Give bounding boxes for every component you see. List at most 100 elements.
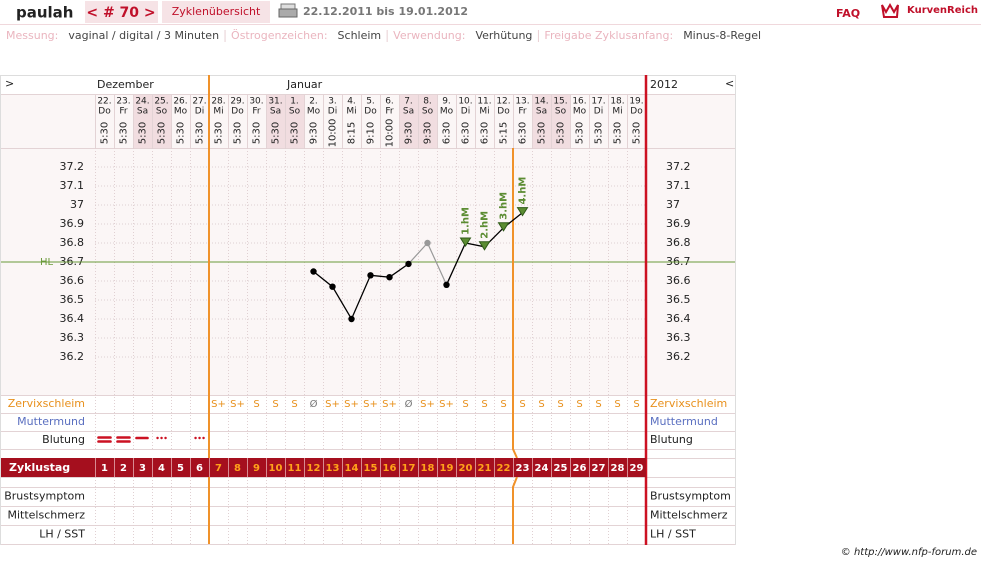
year: 2012 <box>650 78 678 91</box>
y2-tick-label: 37 <box>666 198 680 211</box>
weekday: Fr <box>518 107 527 117</box>
nav-right[interactable]: < <box>725 77 734 90</box>
row-label: Muttermund <box>17 415 85 428</box>
time: 5:30 <box>157 122 168 144</box>
row-label: Zyklustag <box>9 461 70 474</box>
cycle-day: 18 <box>421 463 435 474</box>
time: 6:30 <box>518 122 529 144</box>
info-value: Minus-8-Regel <box>683 29 761 42</box>
printer-icon-body[interactable] <box>278 8 298 18</box>
row-label-right: LH / SST <box>650 528 696 541</box>
cycle-day: 26 <box>573 463 587 474</box>
cycle-day: 8 <box>234 463 241 474</box>
mucus-symbol: S <box>500 399 506 410</box>
weekday: Sa <box>403 107 414 117</box>
date: 29. <box>230 97 244 107</box>
date: 27. <box>192 97 206 107</box>
mucus-symbol: S+ <box>344 399 359 410</box>
y-tick-label: 36.3 <box>60 331 85 344</box>
row-label-right: Blutung <box>650 433 693 446</box>
date: 28. <box>211 97 225 107</box>
footer: © http://www.nfp-forum.de <box>841 547 977 558</box>
weekday: So <box>289 107 301 117</box>
cycle-day: 28 <box>611 463 625 474</box>
cycle-day: 15 <box>364 463 378 474</box>
weekday: So <box>422 107 434 117</box>
date: 31. <box>268 97 282 107</box>
time: 5:30 <box>537 122 548 144</box>
y-tick-label: 36.8 <box>60 236 85 249</box>
overview-bg[interactable] <box>162 1 270 23</box>
weekday: Mo <box>573 107 587 117</box>
hm-marker <box>478 241 491 251</box>
row-label-right: Muttermund <box>650 415 718 428</box>
weekday: Fr <box>119 107 128 117</box>
row-label: Mittelschmerz <box>7 509 85 522</box>
y-tick-label: 36.2 <box>60 350 85 363</box>
cycle-day: 23 <box>516 463 530 474</box>
weekday: Do <box>98 107 111 117</box>
time: 6:30 <box>461 122 472 144</box>
time: 5:30 <box>119 122 130 144</box>
date: 15. <box>553 97 567 107</box>
mucus-symbol: S+ <box>325 399 340 410</box>
info-label: Östrogenzeichen: <box>231 29 328 42</box>
mucus-symbol: S <box>614 399 620 410</box>
mucus-symbol: S <box>538 399 544 410</box>
cycle-day: 10 <box>269 463 283 474</box>
excluded-segment <box>408 242 428 265</box>
mucus-symbol: S <box>462 399 468 410</box>
hm-label: 1.hM <box>461 207 472 235</box>
bleeding-mark <box>97 436 112 443</box>
cycle-day: 14 <box>345 463 359 474</box>
temperature-point <box>405 260 412 268</box>
info-value: vaginal / digital / 3 Minuten <box>68 29 219 42</box>
time: 5:30 <box>271 122 282 144</box>
time: 5:30 <box>176 122 187 144</box>
mucus-symbol: S <box>557 399 563 410</box>
date: 19. <box>629 97 643 107</box>
y2-tick-label: 37.2 <box>666 160 691 173</box>
faq-link[interactable]: FAQ <box>836 7 860 20</box>
info-label: Messung: <box>6 29 58 42</box>
nav-left[interactable]: > <box>5 77 14 90</box>
weekday: So <box>555 107 567 117</box>
date: 4. <box>347 97 356 107</box>
weekday: Mo <box>174 107 188 117</box>
weekday: Di <box>594 107 603 117</box>
y-tick-label: 36.6 <box>60 274 85 287</box>
y2-tick-label: 36.3 <box>666 331 691 344</box>
time: 5:30 <box>556 122 567 144</box>
row-label: LH / SST <box>39 528 85 541</box>
weekday: So <box>156 107 168 117</box>
temperature-point <box>367 272 374 279</box>
hm-label: 4.hM <box>518 177 529 205</box>
weekend-cell <box>532 94 551 148</box>
cycle-nav-bg[interactable] <box>85 1 158 23</box>
overview-link[interactable]: Zyklenübersicht <box>172 5 261 18</box>
cycle-nav[interactable]: < # 70 > <box>86 5 155 21</box>
y2-tick-label: 36.6 <box>666 274 691 287</box>
weekend-cell <box>285 94 304 148</box>
time: 6:30 <box>442 122 453 144</box>
mucus-symbol: S <box>291 399 297 410</box>
date: 2. <box>309 97 318 107</box>
temperature-point <box>348 315 355 323</box>
y-tick-label: 37 <box>70 198 84 211</box>
bleeding-mark <box>116 436 131 443</box>
mucus-symbol: S+ <box>382 399 397 410</box>
info-label: Freigabe Zyklusanfang: <box>544 29 673 42</box>
mucus-symbol: S <box>595 399 601 410</box>
weekday: Do <box>630 107 643 117</box>
mucus-symbol: S+ <box>420 399 435 410</box>
cycle-day: 5 <box>177 463 184 474</box>
date: 10. <box>458 97 472 107</box>
y2-tick-label: 36.2 <box>666 350 691 363</box>
cycle-day: 22 <box>497 463 511 474</box>
hl-label: HL <box>40 257 54 268</box>
month-label: Januar <box>286 78 323 91</box>
cycle-day: 3 <box>139 463 146 474</box>
time: 5:30 <box>138 122 149 144</box>
weekday: Di <box>328 107 337 117</box>
